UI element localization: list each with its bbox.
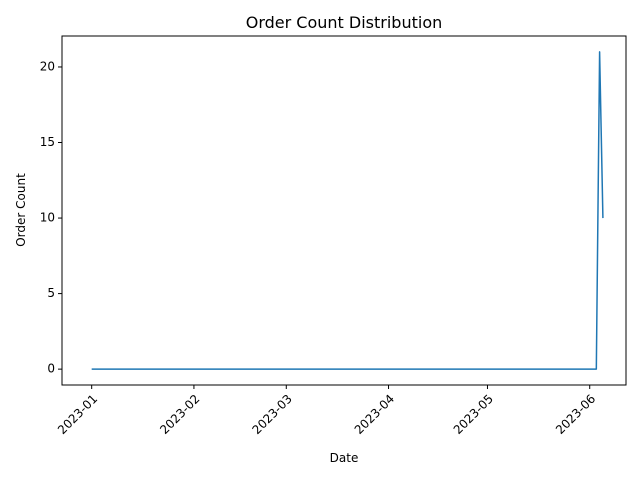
y-axis-label: Order Count [14, 173, 28, 247]
y-axis-ticks: 0 5 10 15 20 [40, 59, 62, 376]
chart-title: Order Count Distribution [246, 13, 443, 32]
y-tick-label: 0 [47, 362, 55, 376]
y-tick-label: 15 [40, 135, 55, 149]
y-tick-label: 20 [40, 59, 55, 73]
y-tick-label: 10 [40, 211, 55, 225]
plot-frame [61, 35, 627, 386]
y-tick-label: 5 [47, 286, 55, 300]
series-layer [91, 51, 604, 370]
x-axis-label: Date [330, 451, 359, 465]
series-line-0 [91, 51, 604, 370]
